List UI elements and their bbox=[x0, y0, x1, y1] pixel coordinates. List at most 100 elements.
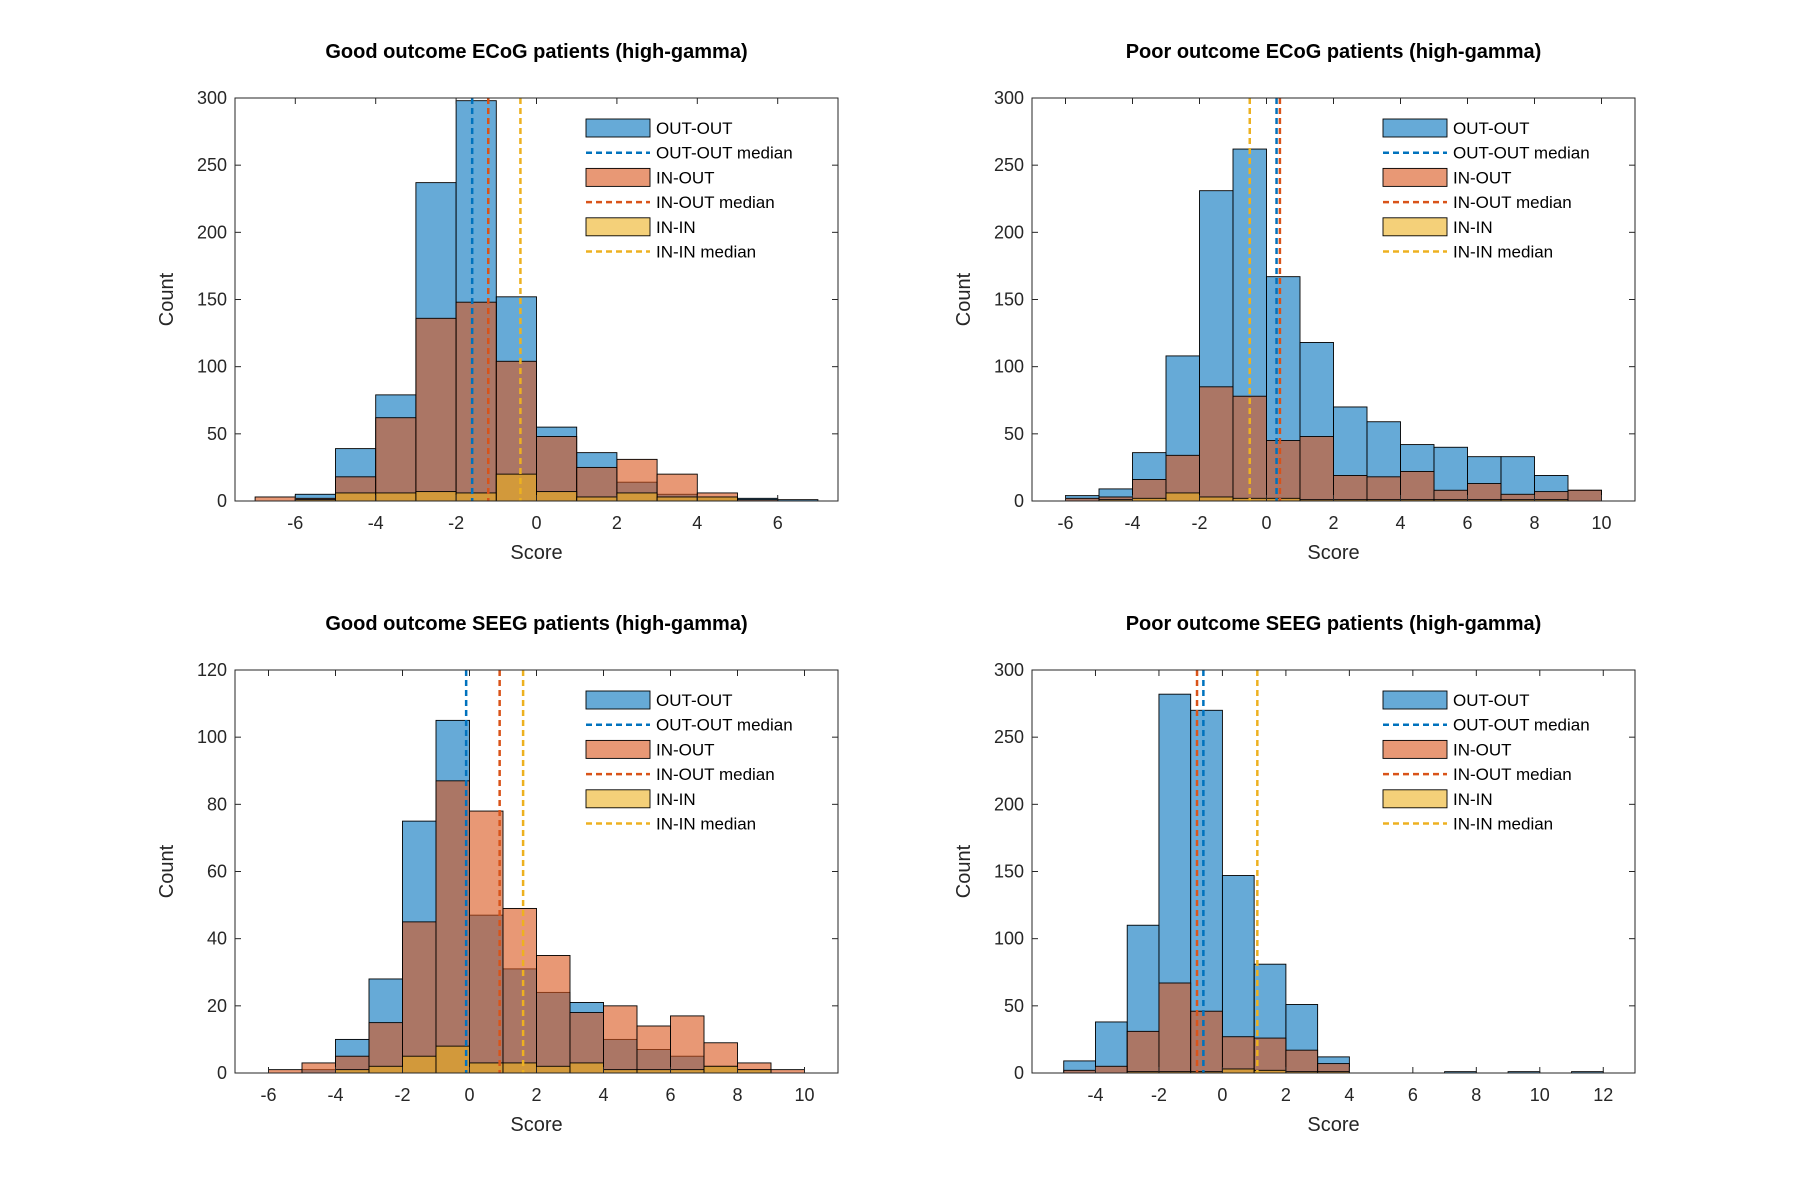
x-tick-label: -6 bbox=[260, 1085, 276, 1105]
y-tick-label: 20 bbox=[207, 996, 227, 1016]
legend-swatch-in_in bbox=[585, 217, 651, 237]
y-tick-label: 120 bbox=[197, 660, 227, 680]
y-tick-label: 0 bbox=[1014, 491, 1024, 511]
chart-title: Good outcome ECoG patients (high-gamma) bbox=[325, 41, 747, 63]
y-tick-label: 0 bbox=[217, 491, 227, 511]
bar-in_out bbox=[402, 921, 437, 1074]
bar-in_out bbox=[1095, 1065, 1128, 1074]
bar-in_in bbox=[536, 1065, 571, 1074]
bar-in_in bbox=[469, 1062, 504, 1074]
x-axis-label: Score bbox=[510, 1114, 562, 1136]
bar-in_in bbox=[656, 496, 698, 502]
x-axis-label: Score bbox=[510, 542, 562, 564]
bar-in_in bbox=[576, 496, 618, 502]
bar-in_out bbox=[375, 417, 417, 502]
x-tick-label: -2 bbox=[448, 513, 464, 533]
y-tick-label: 250 bbox=[197, 155, 227, 175]
y-tick-label: 100 bbox=[197, 727, 227, 747]
x-tick-label: 4 bbox=[598, 1085, 608, 1105]
legend-label: IN-IN bbox=[1453, 218, 1493, 237]
y-tick-label: 200 bbox=[197, 222, 227, 242]
bar-in_out bbox=[536, 436, 578, 502]
bar-in_out bbox=[1400, 470, 1435, 502]
legend-swatch-in_in bbox=[1382, 789, 1448, 809]
legend-swatch-out_out bbox=[585, 690, 651, 710]
bar-out_out bbox=[1095, 1021, 1128, 1074]
bar-in_in bbox=[402, 1055, 437, 1074]
legend-swatch-in_in bbox=[1382, 217, 1448, 237]
y-tick-label: 150 bbox=[994, 290, 1024, 310]
y-tick-label: 60 bbox=[207, 862, 227, 882]
bar-in_out bbox=[603, 1005, 638, 1074]
legend-label: OUT-OUT bbox=[656, 691, 733, 710]
bar-in_out bbox=[1132, 479, 1167, 502]
bar-in_out bbox=[1299, 436, 1334, 502]
y-axis-label: Count bbox=[156, 272, 178, 326]
legend-label: IN-IN median bbox=[1453, 243, 1553, 262]
bar-in_out bbox=[636, 1025, 671, 1074]
legend-swatch-in_out bbox=[1382, 739, 1448, 759]
bar-in_in bbox=[455, 492, 497, 502]
x-tick-label: 6 bbox=[665, 1085, 675, 1105]
legend-label: IN-OUT bbox=[656, 740, 715, 759]
legend: OUT-OUT OUT-OUT median IN-OUT IN-OUT median… bbox=[1382, 690, 1590, 834]
bar-in_out bbox=[1333, 475, 1368, 502]
legend-label: IN-IN median bbox=[656, 815, 756, 834]
bar-in_out bbox=[1467, 483, 1502, 502]
series-in_out bbox=[268, 780, 805, 1074]
x-tick-label: -6 bbox=[1057, 513, 1073, 533]
legend-swatch-out_out bbox=[1382, 690, 1448, 710]
bar-in_out bbox=[670, 1015, 705, 1074]
bar-in_out bbox=[1221, 1036, 1255, 1074]
bar-in_out bbox=[1266, 440, 1301, 502]
y-tick-label: 50 bbox=[1004, 424, 1024, 444]
bar-in_in bbox=[603, 1069, 638, 1074]
bar-in_in bbox=[1199, 496, 1234, 502]
x-tick-label: -6 bbox=[287, 513, 303, 533]
bar-in_out bbox=[1567, 489, 1602, 502]
legend-label: IN-OUT bbox=[1453, 168, 1512, 187]
legend-label: IN-IN median bbox=[656, 243, 756, 262]
y-axis-label: Count bbox=[156, 844, 178, 898]
chart-title: Poor outcome ECoG patients (high-gamma) bbox=[1126, 41, 1542, 63]
x-tick-label: 0 bbox=[464, 1085, 474, 1105]
bar-in_out bbox=[1190, 1010, 1223, 1074]
bar-in_in bbox=[335, 1069, 370, 1074]
bar-in_in bbox=[569, 1062, 604, 1074]
x-axis-label: Score bbox=[1307, 542, 1359, 564]
y-tick-label: 50 bbox=[207, 424, 227, 444]
legend-label: IN-OUT bbox=[1453, 740, 1512, 759]
legend-label: OUT-OUT median bbox=[656, 716, 793, 735]
y-tick-label: 150 bbox=[994, 862, 1024, 882]
y-tick-label: 300 bbox=[197, 88, 227, 108]
bar-in_out bbox=[435, 780, 470, 1074]
bar-in_in bbox=[696, 496, 738, 502]
y-tick-label: 150 bbox=[197, 290, 227, 310]
bar-in_out bbox=[268, 1069, 303, 1074]
bar-in_in bbox=[703, 1065, 738, 1074]
bar-in_in bbox=[415, 491, 457, 502]
bar-in_out bbox=[469, 810, 504, 1074]
legend-label: IN-OUT median bbox=[656, 193, 775, 212]
x-tick-label: 4 bbox=[692, 513, 702, 533]
bar-in_out bbox=[536, 955, 571, 1074]
x-tick-label: 8 bbox=[1471, 1085, 1481, 1105]
bar-in_in bbox=[1221, 1068, 1255, 1074]
bar-in_out bbox=[368, 1022, 403, 1074]
bar-in_out bbox=[1126, 1030, 1160, 1074]
legend-swatch-out_out bbox=[585, 118, 651, 138]
x-tick-label: 10 bbox=[1591, 513, 1611, 533]
bar-in_in bbox=[670, 1069, 705, 1074]
bar-in_out bbox=[1199, 386, 1234, 502]
bar-in_in bbox=[375, 492, 417, 502]
bar-in_out bbox=[1366, 476, 1401, 502]
x-tick-label: 10 bbox=[794, 1085, 814, 1105]
x-tick-label: -4 bbox=[368, 513, 384, 533]
bar-in_in bbox=[435, 1045, 470, 1074]
bar-in_in bbox=[335, 492, 377, 502]
y-axis-label: Count bbox=[953, 272, 975, 326]
x-tick-label: 6 bbox=[773, 513, 783, 533]
legend-label: OUT-OUT median bbox=[1453, 144, 1590, 163]
bar-in_out bbox=[415, 317, 457, 502]
